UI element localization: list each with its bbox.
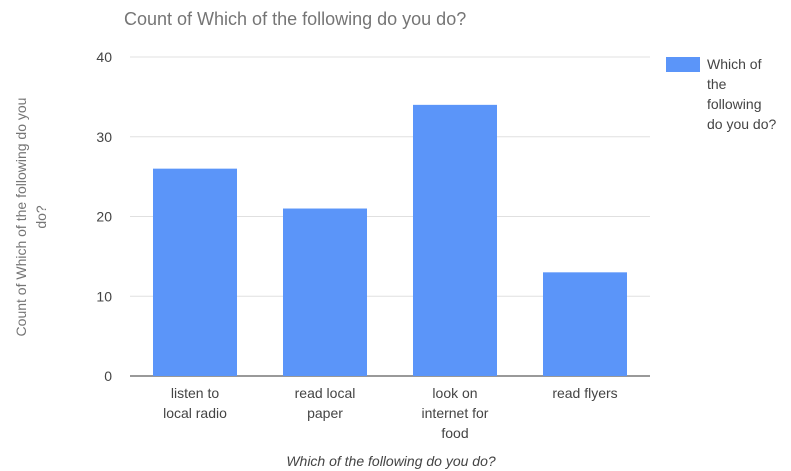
bar <box>283 208 367 376</box>
legend-label: Which of the following do you do? <box>707 56 776 132</box>
bar <box>543 272 627 376</box>
y-tick-label: 20 <box>96 209 112 225</box>
legend-swatch <box>666 57 700 72</box>
y-axis-title: Count of Which of the following do you do… <box>13 98 49 337</box>
y-axis-title-group: Count of Which of the following do you do… <box>13 98 49 337</box>
y-tick-label: 40 <box>96 49 112 65</box>
bar <box>413 104 497 376</box>
x-tick-label: look on internet for food <box>422 385 489 441</box>
y-tick-labels: 0 10 20 30 40 <box>96 49 112 384</box>
x-tick-label: read flyers <box>552 385 617 401</box>
x-tick-labels: listen to local radio read local paper look … <box>163 385 618 441</box>
x-tick-label: listen to local radio <box>163 385 227 421</box>
x-axis-title: Which of the following do you do? <box>286 453 496 469</box>
legend: Which of the following do you do? <box>666 56 776 132</box>
chart-title: Count of Which of the following do you d… <box>124 9 466 29</box>
y-tick-label: 0 <box>104 368 112 384</box>
x-tick-label: read local paper <box>295 385 356 421</box>
bars <box>153 104 627 376</box>
y-tick-label: 30 <box>96 129 112 145</box>
y-tick-label: 10 <box>96 288 112 304</box>
bar <box>153 168 237 376</box>
